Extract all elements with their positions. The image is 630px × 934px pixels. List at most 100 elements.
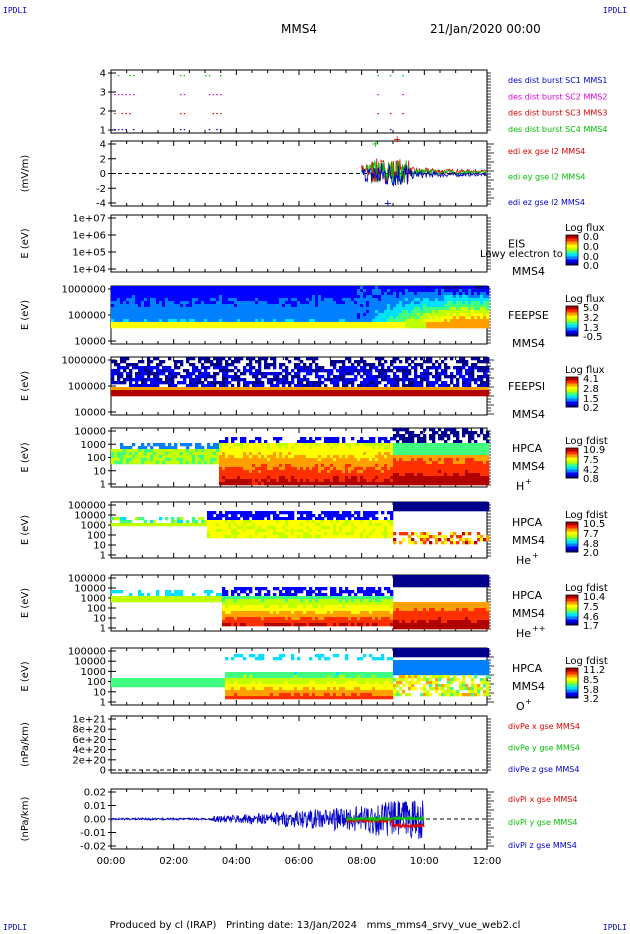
spectrogram-cell bbox=[135, 295, 139, 299]
spectrogram-cell bbox=[432, 393, 436, 397]
spectrogram-cell bbox=[441, 479, 445, 483]
spectrogram-cell bbox=[306, 325, 310, 329]
spectrogram-cell bbox=[255, 304, 259, 308]
spectrogram-cell bbox=[297, 387, 301, 391]
spectrogram-cell bbox=[171, 310, 175, 314]
spectrogram-cell bbox=[369, 455, 373, 459]
spectrogram-cell bbox=[240, 357, 244, 361]
spectrogram-cell bbox=[129, 307, 133, 311]
spectrogram-cell bbox=[363, 443, 367, 447]
spectrogram-cell bbox=[237, 476, 241, 480]
spectrogram-cell bbox=[384, 360, 388, 364]
spectrogram-cell bbox=[444, 455, 448, 459]
spectrogram-cell bbox=[189, 375, 193, 379]
spectrogram-cell bbox=[264, 446, 268, 450]
spectrogram-cell bbox=[246, 458, 250, 462]
spectrogram-cell bbox=[333, 292, 337, 296]
spectrogram-cell bbox=[186, 455, 190, 459]
spectrogram-cell bbox=[138, 295, 142, 299]
spectrogram-cell bbox=[396, 357, 400, 361]
spectrogram-cell bbox=[153, 381, 157, 385]
spectrogram-cell bbox=[432, 286, 436, 290]
spectrogram-cell bbox=[255, 387, 259, 391]
spectrogram-cell bbox=[183, 325, 187, 329]
spectrogram-cell bbox=[369, 286, 373, 290]
spectrogram-cell bbox=[282, 461, 286, 465]
spectrogram-cell bbox=[237, 479, 241, 483]
spectrogram-cell bbox=[309, 363, 313, 367]
spectrogram-cell bbox=[420, 473, 424, 477]
spectrogram-cell bbox=[204, 369, 208, 373]
spectrogram-cell bbox=[435, 470, 439, 474]
spectrogram-cell bbox=[405, 446, 409, 450]
spectrogram-cell bbox=[309, 449, 313, 453]
spectrogram-cell bbox=[156, 366, 160, 370]
spectrogram-cell bbox=[393, 428, 397, 432]
spectrogram-cell bbox=[141, 295, 145, 299]
spectrogram-cell bbox=[273, 449, 277, 453]
spectrogram-cell bbox=[198, 455, 202, 459]
spectrogram-cell bbox=[372, 476, 376, 480]
spectrogram-cell bbox=[276, 446, 280, 450]
spectrogram-cell bbox=[258, 319, 262, 323]
spectrogram-cell bbox=[420, 467, 424, 471]
spectrogram-cell bbox=[252, 393, 256, 397]
spectrogram-cell bbox=[276, 461, 280, 465]
spectrogram-cell bbox=[450, 458, 454, 462]
spectrogram-cell bbox=[195, 393, 199, 397]
spectrogram-cell bbox=[432, 470, 436, 474]
spectrogram-cell bbox=[165, 325, 169, 329]
spectrogram-cell bbox=[114, 292, 118, 296]
spectrogram-cell bbox=[174, 443, 178, 447]
spectrogram-cell bbox=[429, 384, 433, 388]
spectrogram-cell bbox=[486, 292, 490, 296]
spectrogram-cell bbox=[366, 301, 370, 305]
spectrogram-cell bbox=[384, 307, 388, 311]
spectrogram-cell bbox=[111, 292, 115, 296]
spectrogram-cell bbox=[384, 452, 388, 456]
spectrogram-cell bbox=[480, 381, 484, 385]
spectrogram-cell bbox=[195, 292, 199, 296]
spectrogram-cell bbox=[111, 304, 115, 308]
spectrogram-cell bbox=[279, 437, 283, 441]
spectrogram-cell bbox=[303, 437, 307, 441]
spectrogram-cell bbox=[177, 360, 181, 364]
spectrogram-cell bbox=[453, 304, 457, 308]
spectrogram-cell bbox=[138, 369, 142, 373]
spectrogram-cell bbox=[312, 393, 316, 397]
spectrogram-cell bbox=[162, 381, 166, 385]
spectrogram-cell bbox=[216, 455, 220, 459]
spectrogram-cell bbox=[255, 310, 259, 314]
spectrogram-cell bbox=[354, 464, 358, 468]
spectrogram-cell bbox=[336, 449, 340, 453]
spectrogram-cell bbox=[420, 476, 424, 480]
spectrogram-cell bbox=[456, 369, 460, 373]
spectrogram-cell bbox=[192, 452, 196, 456]
spectrogram-cell bbox=[126, 357, 130, 361]
spectrogram-cell bbox=[387, 286, 391, 290]
spectrogram-cell bbox=[153, 378, 157, 382]
eis-overlay-text: Lowy electron to bbox=[480, 249, 563, 260]
spectrogram-cell bbox=[306, 458, 310, 462]
spectrogram-cell bbox=[279, 301, 283, 305]
spectrogram-cell bbox=[360, 458, 364, 462]
spectrogram-cell bbox=[348, 458, 352, 462]
spectrogram-cell bbox=[213, 310, 217, 314]
spectrogram-cell bbox=[435, 378, 439, 382]
spectrogram-cell bbox=[198, 289, 202, 293]
spectrogram-cell bbox=[465, 322, 469, 326]
spectrogram-cell bbox=[378, 464, 382, 468]
spectrogram-cell bbox=[438, 473, 442, 477]
spectrogram-cell bbox=[276, 476, 280, 480]
spectrogram-cell bbox=[150, 461, 154, 465]
spectrogram-cell bbox=[360, 325, 364, 329]
spectrogram-cell bbox=[135, 310, 139, 314]
spectrogram-cell bbox=[270, 304, 274, 308]
spectrogram-cell bbox=[438, 428, 442, 432]
spectrogram-cell bbox=[381, 322, 385, 326]
spectrogram-cell bbox=[330, 464, 334, 468]
spectrogram-cell bbox=[450, 316, 454, 320]
spectrogram-cell bbox=[258, 443, 262, 447]
spectrogram-cell bbox=[387, 470, 391, 474]
spectrogram-cell bbox=[363, 322, 367, 326]
